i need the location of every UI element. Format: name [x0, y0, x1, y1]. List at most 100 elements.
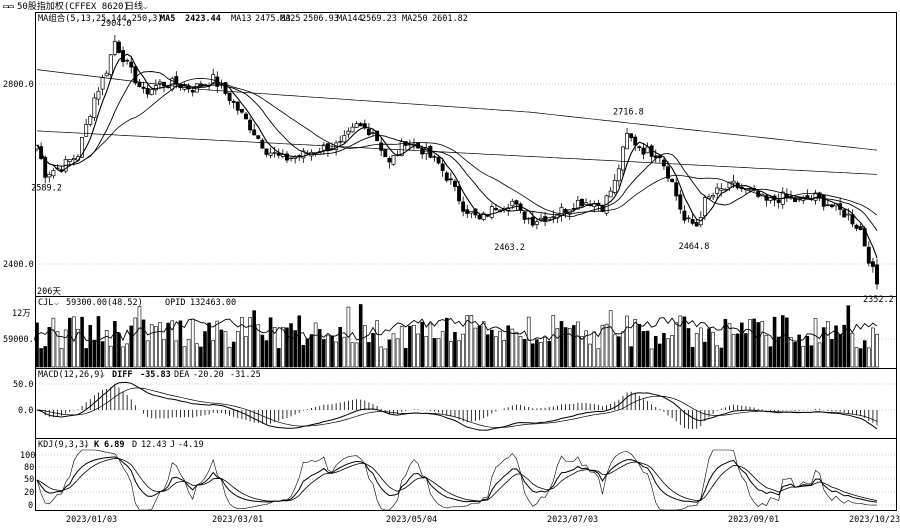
- k-label: K: [94, 440, 100, 450]
- candle: [797, 198, 802, 201]
- volume-bar: [256, 324, 261, 368]
- k-value: 6.89: [104, 440, 124, 450]
- kdj-tick-label: 50: [24, 475, 34, 485]
- volume-bar: [248, 317, 252, 368]
- period-selector[interactable]: 日线: [125, 0, 143, 12]
- candle: [428, 146, 433, 158]
- volume-bar: [875, 333, 879, 368]
- ma-legend: MA组合(5,13,25,144,250,3) ⌵ MA5 2423.44 MA…: [38, 13, 468, 24]
- j-value: -4.19: [178, 440, 204, 450]
- volume-bar: [764, 334, 769, 368]
- candle: [71, 158, 76, 161]
- candle: [670, 178, 675, 183]
- candle: [690, 219, 695, 224]
- candle: [104, 72, 109, 77]
- candle: [858, 226, 863, 231]
- macd-label[interactable]: MACD(12,26,9): [38, 370, 105, 380]
- candle: [493, 208, 498, 211]
- volume-bar: [80, 316, 84, 368]
- volume-bar: [473, 327, 478, 368]
- candle: [842, 209, 847, 218]
- d-value: 12.43: [141, 440, 167, 450]
- volume-bar: [805, 335, 810, 368]
- x-date-label: 2023/03/01: [212, 515, 263, 525]
- candle: [448, 178, 453, 181]
- candle: [661, 159, 666, 167]
- volume-bar: [182, 346, 187, 368]
- volume-bar: [408, 325, 412, 368]
- k-line: [36, 456, 878, 503]
- volume-bar: [166, 322, 170, 368]
- macd-value: -31.25: [230, 370, 261, 380]
- candle: [637, 146, 642, 149]
- candle: [137, 82, 142, 88]
- volume-bar: [817, 342, 822, 368]
- instrument-name: 50股指加权(CFFEX 8620): [17, 0, 129, 12]
- candle: [354, 123, 359, 128]
- volume-bar: [662, 332, 666, 368]
- candle: [276, 152, 281, 156]
- candle: [621, 146, 625, 171]
- volume-label[interactable]: CJL: [38, 298, 53, 308]
- volume-bar: [317, 329, 322, 368]
- volume-bar: [47, 327, 52, 368]
- kdj-tick-label: 0: [28, 501, 33, 511]
- chevron-down-icon[interactable]: ⌵: [84, 440, 89, 449]
- volume-bar: [145, 340, 150, 368]
- ma-combination-label[interactable]: MA组合(5,13,25,144,250,3): [38, 13, 162, 24]
- volume-bar: [670, 335, 674, 368]
- volume-bar: [461, 333, 465, 368]
- candle: [764, 195, 769, 201]
- diff-line: [36, 382, 878, 431]
- candle: [846, 213, 851, 216]
- macd-tick-label: 50.0: [13, 380, 33, 390]
- candle: [342, 135, 347, 143]
- volume-bar: [571, 325, 576, 368]
- volume-bar: [567, 328, 572, 368]
- volume-bar: [637, 323, 642, 368]
- candle: [84, 124, 89, 137]
- volume-bar: [195, 343, 199, 368]
- volume-bar: [444, 317, 449, 368]
- chevron-down-icon[interactable]: ⌵: [143, 2, 148, 11]
- chevron-down-icon[interactable]: ⌵: [100, 370, 105, 379]
- diff-value: -35.83: [140, 370, 171, 380]
- volume-bar: [358, 304, 363, 368]
- opi-label: OPID: [165, 298, 185, 308]
- volume-bar: [588, 343, 592, 368]
- candle: [190, 90, 195, 93]
- candle: [366, 128, 371, 136]
- candle: [821, 194, 826, 207]
- extreme-price-label: 2589.2: [31, 183, 62, 193]
- volume-bar: [309, 334, 314, 368]
- volume-bar: [39, 348, 43, 368]
- chevron-down-icon[interactable]: ⌵: [54, 298, 59, 307]
- ma5-label: MA5: [160, 14, 175, 24]
- volume-bar: [297, 315, 302, 368]
- volume-bar: [436, 338, 441, 368]
- kdj-panel-frame: [35, 438, 897, 511]
- volume-bar: [178, 320, 183, 368]
- volume-bar: [367, 342, 371, 368]
- x-date-label: 2023/05/04: [386, 515, 437, 525]
- candle: [440, 163, 445, 171]
- volume-bar: [252, 310, 256, 368]
- volume-bar: [387, 339, 392, 368]
- kdj-tick-label: 20: [24, 488, 34, 498]
- candle: [383, 149, 388, 158]
- volume-bar: [350, 342, 355, 368]
- volume-bar: [518, 336, 523, 368]
- chevron-down-icon[interactable]: ⌵: [148, 14, 153, 23]
- volume-bar: [354, 342, 359, 368]
- volume-bar: [789, 337, 793, 368]
- ma144-line: [36, 130, 878, 175]
- kdj-label[interactable]: KDJ(9,3,3): [38, 440, 89, 450]
- candle: [748, 188, 752, 190]
- x-date-label: 2023/01/03: [66, 515, 117, 525]
- extreme-price-label: 2352.2: [863, 295, 894, 305]
- candle: [678, 194, 683, 210]
- volume-bar: [84, 348, 88, 368]
- candle: [829, 204, 834, 208]
